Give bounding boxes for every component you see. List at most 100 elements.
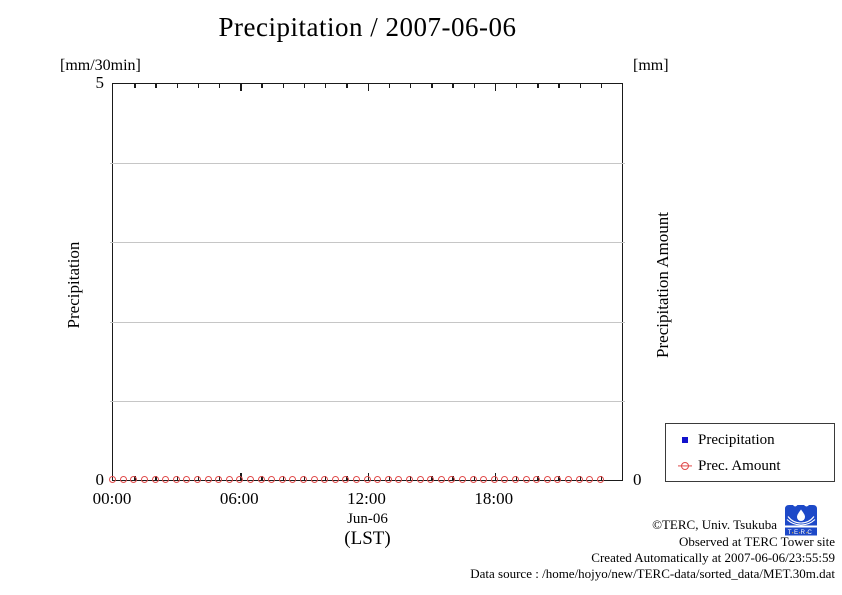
observed-site-text: Observed at TERC Tower site (678, 534, 835, 549)
data-point-prec-amount (596, 476, 604, 484)
data-point-prec-amount (299, 476, 307, 484)
legend-box: Precipitation Prec. Amount (665, 423, 835, 482)
data-point-prec-amount (565, 476, 573, 484)
data-point-prec-amount (406, 476, 414, 484)
data-point-prec-amount (225, 476, 233, 484)
legend-label: Precipitation (698, 431, 775, 448)
data-point-prec-amount (172, 476, 180, 484)
x-tick-label: 00:00 (92, 489, 132, 508)
top-axis-tick (558, 84, 560, 88)
top-axis-tick (579, 84, 581, 88)
data-point-prec-amount (533, 476, 541, 484)
top-axis-tick (240, 84, 242, 91)
top-axis-tick (409, 84, 412, 88)
data-point-prec-amount (490, 476, 498, 484)
top-axis-tick (431, 84, 433, 88)
x-axis-timezone-label: (LST) (344, 528, 391, 549)
right-axis-title: Precipitation Amount (653, 212, 672, 358)
left-axis-unit: [mm/30min] (60, 57, 141, 74)
data-point-prec-amount (236, 476, 244, 484)
data-point-prec-amount (352, 476, 360, 484)
data-source-text: Data source : /home/hojyo/new/TERC-data/… (470, 566, 835, 581)
top-axis-tick (515, 84, 518, 88)
top-axis-tick (134, 84, 136, 88)
top-axis-tick (473, 84, 475, 88)
legend-item-prec-amount: Prec. Amount (675, 455, 781, 477)
top-axis-tick (261, 84, 263, 88)
left-axis-title: Precipitation (64, 241, 83, 329)
data-point-prec-amount (140, 476, 148, 484)
top-axis-tick (600, 84, 603, 88)
data-point-prec-amount (193, 476, 201, 484)
top-axis-tick (176, 84, 179, 88)
right-axis-unit: [mm] (633, 57, 669, 74)
data-point-prec-amount (501, 476, 509, 484)
gridline (110, 163, 625, 165)
data-point-prec-amount (278, 476, 286, 484)
top-axis-tick (282, 84, 285, 88)
right-axis-min-label: 0 (633, 470, 642, 489)
data-point-prec-amount (374, 476, 382, 484)
data-point-prec-amount (512, 476, 520, 484)
created-timestamp-text: Created Automatically at 2007-06-06/23:5… (591, 550, 835, 565)
top-axis-tick (325, 84, 327, 88)
data-point-prec-amount (331, 476, 339, 484)
top-axis-tick (219, 84, 221, 88)
gridline (110, 321, 625, 323)
top-axis-tick (197, 84, 200, 88)
data-point-prec-amount (204, 476, 212, 484)
data-point-prec-amount (246, 476, 254, 484)
top-axis-tick (494, 84, 497, 91)
data-point-prec-amount (151, 476, 159, 484)
data-point-prec-amount (427, 476, 435, 484)
x-tick-label: 06:00 (219, 489, 259, 508)
top-axis-tick (452, 84, 454, 88)
x-tick-label: 18:00 (474, 489, 514, 508)
data-point-prec-amount (543, 476, 551, 484)
data-point-prec-amount (448, 476, 456, 484)
top-axis-tick (537, 84, 539, 88)
data-point-prec-amount (395, 476, 403, 484)
data-point-prec-amount (257, 476, 265, 484)
legend-label: Prec. Amount (698, 457, 781, 474)
terc-logo: TERC (785, 505, 817, 536)
gridline (110, 242, 625, 244)
data-point-prec-amount (215, 476, 223, 484)
data-point-prec-amount (342, 476, 350, 484)
data-point-prec-amount (575, 476, 583, 484)
data-point-prec-amount (289, 476, 297, 484)
gridline (110, 400, 625, 402)
data-point-prec-amount (459, 476, 467, 484)
data-point-prec-amount (119, 476, 127, 484)
x-axis-date-label: Jun-06 (347, 511, 388, 527)
data-point-prec-amount (310, 476, 318, 484)
data-point-prec-amount (130, 476, 138, 484)
data-point-prec-amount (363, 476, 371, 484)
top-axis-tick (367, 84, 369, 91)
left-axis-max-label: 5 (95, 73, 105, 92)
data-point-prec-amount (522, 476, 530, 484)
data-point-prec-amount (109, 476, 117, 484)
data-point-prec-amount (268, 476, 276, 484)
data-point-prec-amount (162, 476, 170, 484)
blue-square-marker-icon (675, 437, 695, 443)
data-point-prec-amount (437, 476, 445, 484)
top-axis-tick (303, 84, 306, 88)
legend-item-precipitation: Precipitation (675, 429, 775, 451)
red-circle-marker-icon (675, 462, 695, 470)
x-tick-label: 12:00 (347, 489, 386, 508)
svg-text:TERC: TERC (788, 529, 814, 536)
data-point-prec-amount (384, 476, 392, 484)
data-point-prec-amount (480, 476, 488, 484)
data-point-prec-amount (554, 476, 562, 484)
top-axis-tick (388, 84, 391, 88)
chart-title: Precipitation / 2007-06-06 (218, 12, 517, 42)
plot-area (109, 83, 625, 484)
data-point-prec-amount (321, 476, 329, 484)
left-axis-min-label: 0 (95, 470, 105, 489)
data-point-prec-amount (469, 476, 477, 484)
data-point-prec-amount (183, 476, 191, 484)
top-axis-tick (155, 84, 157, 88)
copyright-text: ©TERC, Univ. Tsukuba (652, 517, 777, 532)
